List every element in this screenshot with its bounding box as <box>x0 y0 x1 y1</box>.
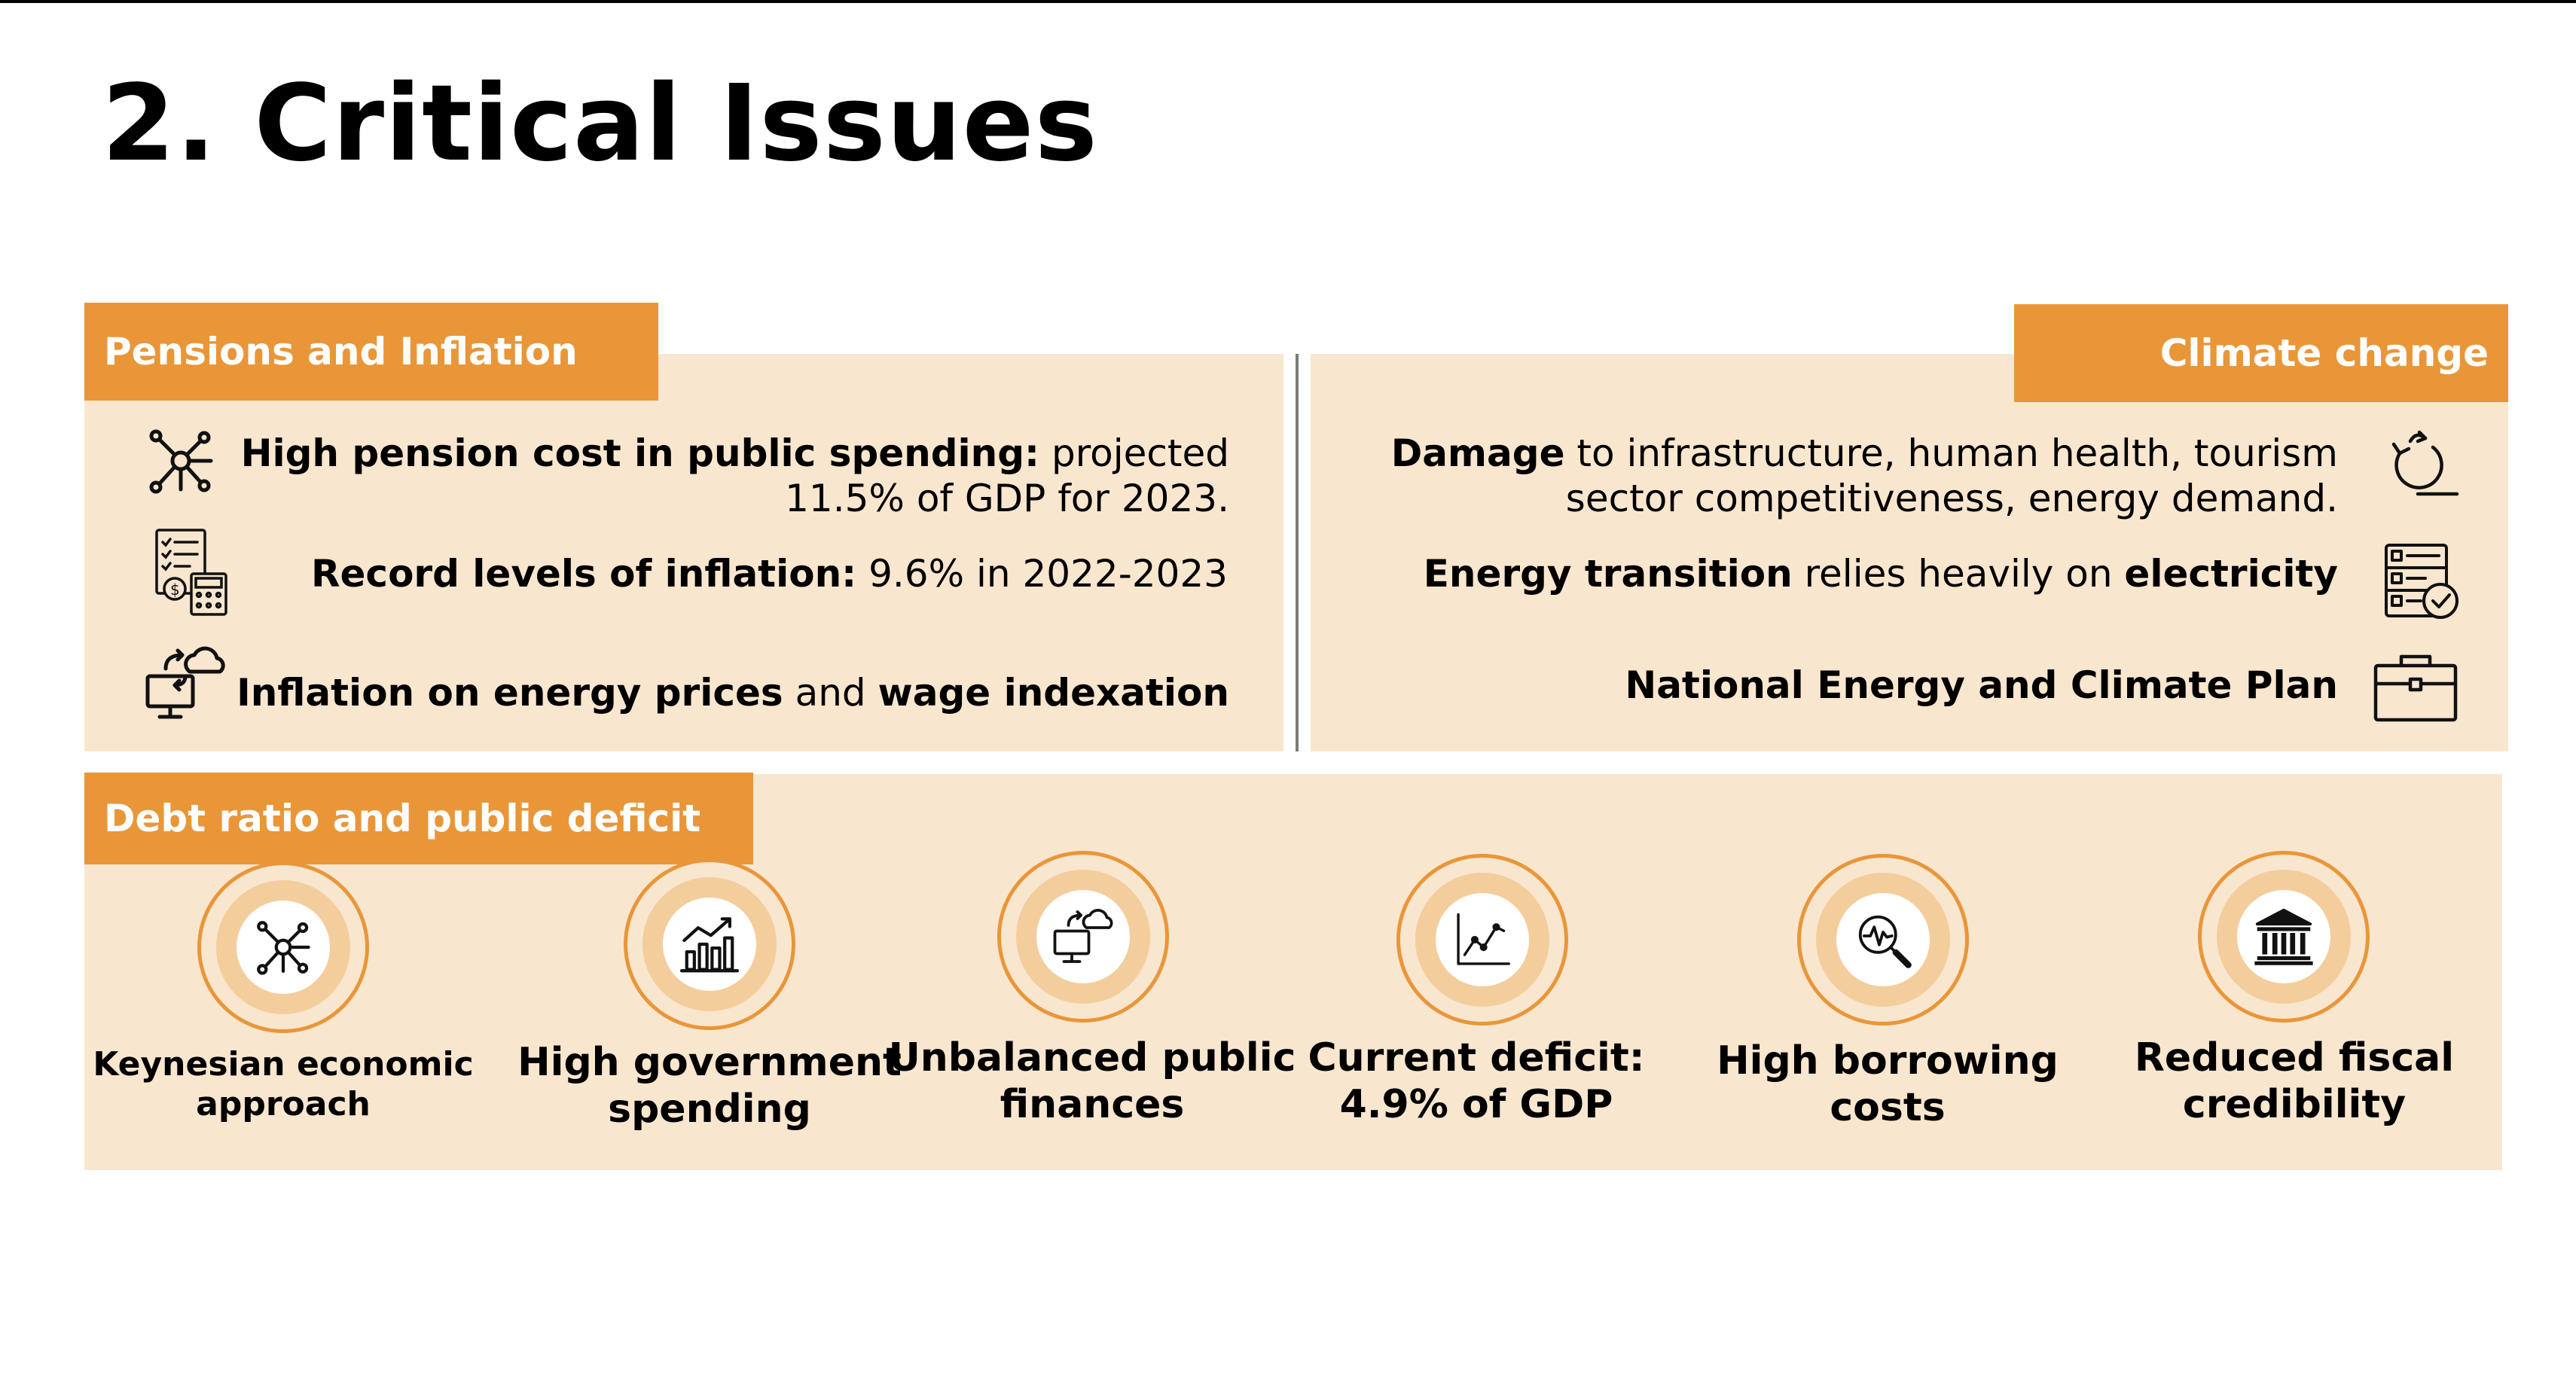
pension-cost-bold: High pension cost in public spending: <box>240 431 1040 475</box>
network-icon <box>257 921 310 975</box>
unbalanced-caption: Unbalanced public finances <box>874 1035 1311 1129</box>
pension-cost-line2: 11.5% of GDP for 2023. <box>785 477 1229 520</box>
network-icon <box>143 423 218 498</box>
borrowing-line1: High borrowing <box>1717 1038 2059 1084</box>
damage-bold: Damage <box>1390 431 1565 475</box>
inflation-record-text: Record levels of inflation: 9.6% in 2022… <box>241 551 1228 596</box>
credibility-line2: credibility <box>2182 1082 2407 1128</box>
deficit-line1: Current deficit: <box>1308 1035 1645 1081</box>
damage-rest: to infrastructure, human health, tourism <box>1564 431 2338 475</box>
credibility-badge <box>2198 851 2370 1023</box>
climate-tab: Climate change <box>2014 304 2508 402</box>
page-title: 2. Critical Issues <box>102 62 1098 185</box>
keynesian-line2: approach <box>196 1084 371 1123</box>
climate-tab-label: Climate change <box>2159 331 2489 375</box>
climate-panel <box>1311 354 2508 751</box>
bank-building-icon <box>2254 908 2313 965</box>
magnifier-pulse-icon <box>1858 915 1912 968</box>
keynesian-badge <box>197 861 369 1033</box>
unbalanced-line1: Unbalanced public <box>888 1035 1296 1081</box>
pensions-tab: Pensions and Inflation <box>84 303 658 401</box>
spending-caption: High government spending <box>484 1039 935 1133</box>
pensions-tab-label: Pensions and Inflation <box>104 330 578 373</box>
deficit-caption: Current deficit: 4.9% of GDP <box>1280 1035 1672 1129</box>
energy-transition-rest: relies heavily on <box>1792 552 2125 596</box>
svg-text:$: $ <box>170 581 180 599</box>
keynesian-caption: Keynesian economic approach <box>87 1045 479 1125</box>
unbalanced-badge <box>997 851 1169 1023</box>
spending-line1: High government <box>517 1040 902 1085</box>
energy-transition-bold: Energy transition <box>1423 552 1793 596</box>
energy-prices-bold: Inflation on energy prices <box>237 671 783 715</box>
spending-line2: spending <box>608 1087 811 1132</box>
top-rule <box>0 0 2576 3</box>
panel-divider <box>1296 354 1299 751</box>
credibility-caption: Reduced fiscal credibility <box>2083 1035 2505 1129</box>
borrowing-caption: High borrowing costs <box>1677 1038 2098 1132</box>
borrowing-line2: costs <box>1830 1085 1946 1131</box>
deficit-line2: 4.9% of GDP <box>1339 1082 1613 1128</box>
unbalanced-line2: finances <box>1000 1082 1185 1128</box>
inflation-record-rest: 9.6% in 2022-2023 <box>856 552 1228 596</box>
calculator-document-icon: $ <box>148 527 232 617</box>
briefcase-icon <box>2371 649 2460 724</box>
energy-wage-text: Inflation on energy prices and wage inde… <box>233 670 1229 715</box>
keynesian-line1: Keynesian economic <box>93 1045 474 1084</box>
credibility-line1: Reduced fiscal <box>2134 1035 2455 1081</box>
inflation-record-bold: Record levels of inflation: <box>311 552 857 596</box>
cloud-monitor-icon <box>143 646 227 721</box>
damage-line2: sector competitiveness, energy demand. <box>1565 477 2338 520</box>
electricity-bold: electricity <box>2124 552 2338 596</box>
energy-and-text: and <box>783 671 878 715</box>
checklist-icon <box>2380 541 2463 623</box>
bar-chart-growth-icon <box>679 917 740 973</box>
pensions-panel <box>84 354 1283 751</box>
pension-cost-rest: projected <box>1039 431 1229 475</box>
spending-badge <box>624 858 795 1030</box>
cycle-arrow-icon <box>2380 422 2463 504</box>
necp-text: National Energy and Climate Plan <box>1341 663 2338 708</box>
borrowing-badge <box>1797 854 1969 1026</box>
debt-tab-label: Debt ratio and public deficit <box>104 797 701 840</box>
debt-tab: Debt ratio and public deficit <box>84 773 753 864</box>
energy-transition-text: Energy transition relies heavily on elec… <box>1341 551 2338 596</box>
pension-cost-text: High pension cost in public spending: pr… <box>226 431 1229 521</box>
line-chart-icon <box>1457 913 1510 965</box>
cloud-monitor-icon <box>1053 908 1113 963</box>
damage-text: Damage to infrastructure, human health, … <box>1341 431 2338 521</box>
necp-bold: National Energy and Climate Plan <box>1625 663 2338 707</box>
wage-indexation-bold: wage indexation <box>877 671 1229 715</box>
deficit-badge <box>1396 854 1568 1026</box>
